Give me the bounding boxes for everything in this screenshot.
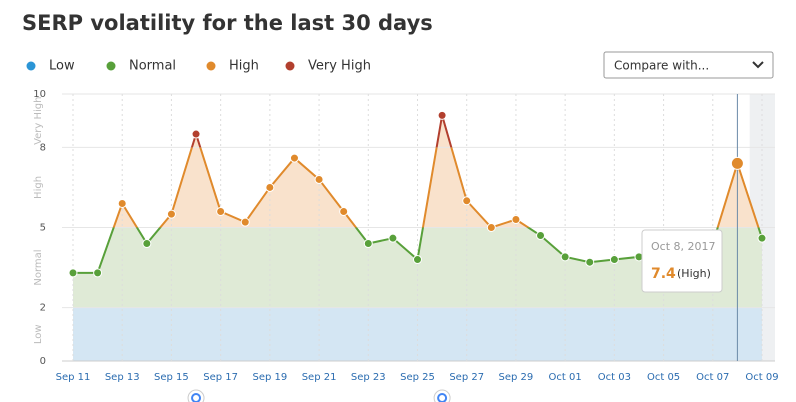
point [93,268,103,278]
legend-label: Low [49,59,75,74]
point [560,252,570,262]
legend-label: Normal [129,59,176,74]
update-icon [433,389,451,402]
x-tick-label: Sep 19 [252,372,287,383]
dropdown-label[interactable]: Compare with... [614,59,709,73]
compare-dropdown[interactable]: Compare with... [603,51,774,79]
tooltip-box [641,229,723,293]
point [289,153,299,163]
y-tick-label: 8 [40,142,46,153]
legend-swatch [206,61,216,71]
band-axis-label: Low [33,324,44,344]
update-icon-inner [437,393,448,402]
x-tick-label: Sep 25 [400,372,435,383]
x-tick-label: Oct 09 [745,372,778,383]
tooltip-value: 7.4 [651,266,676,282]
point [413,255,422,265]
point [240,217,250,227]
legend-swatch [106,61,116,71]
point [68,268,78,278]
point [437,110,447,120]
line [112,147,760,228]
update-icon-inner [191,393,202,402]
dropdown-box[interactable] [603,51,774,79]
point [536,231,546,241]
point [117,198,127,208]
legend-swatch [26,61,36,71]
x-tick-label: Sep 11 [56,372,91,383]
band-axis-label: Very High [33,96,44,144]
x-tick-label: Oct 07 [696,372,729,383]
y-tick-label: 2 [40,303,46,314]
tooltip-title: Oct 8, 2017 [651,240,716,253]
x-tick-label: Sep 27 [449,372,484,383]
legend-swatch [285,61,295,71]
point [388,233,398,243]
y-tick-label: 0 [40,356,46,367]
x-tick-label: Sep 17 [203,372,238,383]
point [142,239,152,249]
y-tick-label: 5 [40,223,46,234]
point [339,206,349,216]
x-tick-label: Sep 29 [499,372,534,383]
point [191,129,201,139]
band-axis-label: Normal [33,249,44,285]
point [585,257,595,267]
x-tick-label: Sep 13 [105,372,140,383]
update-icon [187,389,205,402]
x-tick-label: Sep 21 [302,372,337,383]
band-axis-label: High [33,176,44,199]
chart-title: SERP volatility for the last 30 days [22,11,433,35]
x-tick-label: Oct 03 [598,372,631,383]
y-tick-label: 10 [33,89,46,100]
x-tick-label: Sep 15 [154,372,189,383]
tooltip: Oct 8, 2017 7.4 (High) [641,229,723,293]
point [757,233,767,243]
x-tick-label: Oct 05 [647,372,680,383]
point [486,223,496,232]
legend-label: Very High [308,59,371,74]
x-tick-label: Sep 23 [351,372,386,383]
tooltip-level: (High) [677,267,711,280]
point [314,174,324,184]
point [609,255,619,265]
point [216,206,226,216]
point [166,209,176,219]
point [730,156,744,170]
point [511,214,521,224]
dropdown-arrow[interactable] [752,61,764,69]
point [462,196,472,206]
point [363,239,373,249]
legend-label: High [229,59,259,74]
point [265,182,275,192]
x-tick-label: Oct 01 [549,372,582,383]
